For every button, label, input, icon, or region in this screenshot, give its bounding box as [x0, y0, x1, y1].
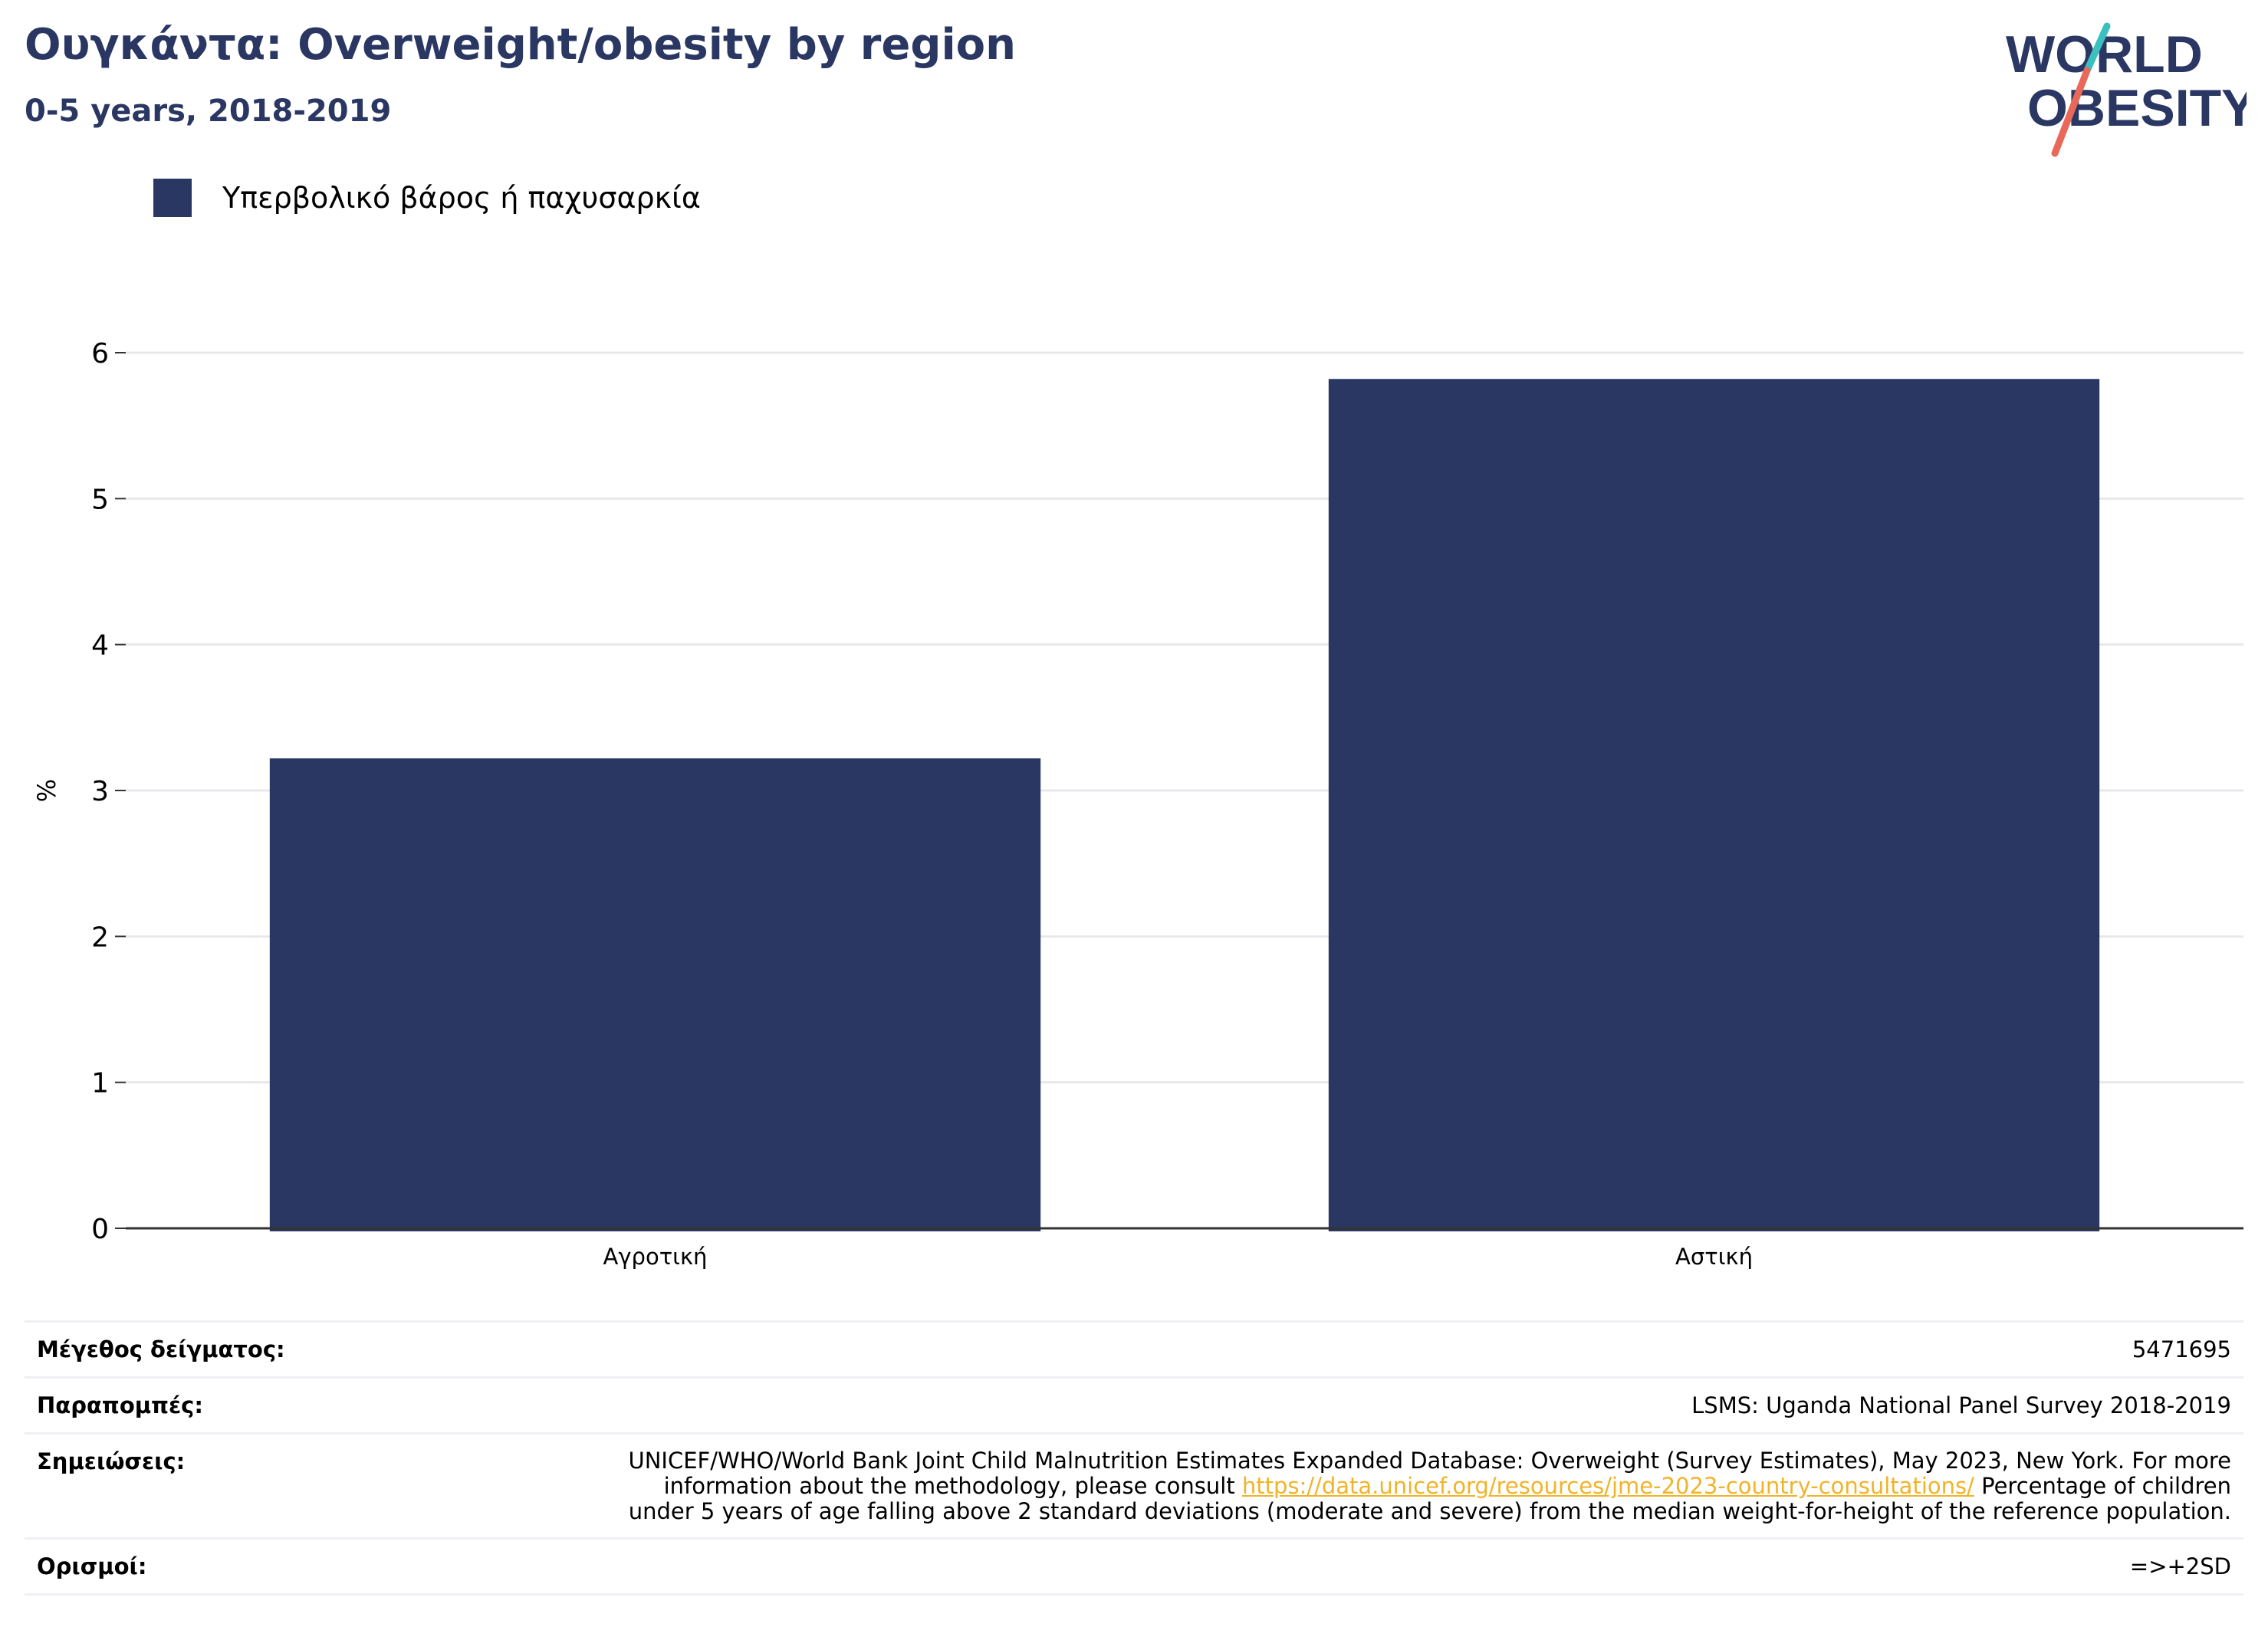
definitions-row: Ορισμοί: =>+2SD: [25, 1537, 2243, 1596]
logo-slash-bottom: [2051, 67, 2091, 157]
bar-chart: 0 1 2 3 4 5 6% Αγροτική Αστική: [32, 338, 2243, 1270]
sample-size-row: Μέγεθος δείγματος: 5471695: [25, 1320, 2243, 1376]
y-tick-label: 2: [91, 922, 109, 953]
logo-text-obesity: OBESITY: [2027, 79, 2247, 137]
notes-row: Σημειώσεις: UNICEF/WHO/World Bank Joint …: [25, 1432, 2243, 1537]
references-label: Παραπομπές:: [37, 1392, 203, 1418]
metadata-table: Μέγεθος δείγματος: 5471695 Παραπομπές: L…: [25, 1320, 2243, 1596]
notes-value: UNICEF/WHO/World Bank Joint Child Malnut…: [621, 1448, 2231, 1523]
chart-subtitle: 0-5 years, 2018-2019: [25, 94, 392, 129]
methodology-link[interactable]: https://data.unicef.org/resources/jme-20…: [1241, 1472, 1974, 1499]
chart-title: Ουγκάντα: Overweight/obesity by region: [25, 20, 1017, 70]
chart-legend[interactable]: Υπερβολικό βάρος ή παχυσαρκία: [153, 178, 701, 218]
references-row: Παραπομπές: LSMS: Uganda National Panel …: [25, 1376, 2243, 1432]
references-value: LSMS: Uganda National Panel Survey 2018-…: [1691, 1392, 2231, 1418]
world-obesity-logo: WORLD OBESITY: [2006, 22, 2247, 157]
bar: [269, 758, 1041, 1231]
definitions-value: =>+2SD: [2129, 1553, 2231, 1580]
sample-size-value: 5471695: [2132, 1336, 2231, 1362]
bar: [1328, 379, 2100, 1231]
y-tick-label: 6: [91, 338, 109, 370]
legend-swatch: [153, 179, 192, 217]
x-tick-label: Αγροτική: [603, 1244, 708, 1270]
x-tick-label: Αστική: [1675, 1244, 1753, 1270]
sample-size-label: Μέγεθος δείγματος:: [37, 1336, 285, 1362]
y-tick-label: 4: [91, 630, 109, 662]
y-axis-label: %: [32, 779, 61, 802]
y-tick-label: 5: [91, 484, 109, 515]
legend-label: Υπερβολικό βάρος ή παχυσαρκία: [222, 181, 701, 215]
definitions-label: Ορισμοί:: [37, 1553, 147, 1580]
y-tick-label: 3: [91, 776, 109, 807]
y-tick-label: 1: [91, 1068, 109, 1099]
notes-text-start: UNICEF/WHO/World Bank Joint Child Malnut…: [628, 1448, 2231, 1499]
notes-label: Σημειώσεις:: [37, 1448, 186, 1474]
notes-text-end: Percentage of children under 5 years of …: [628, 1472, 2231, 1524]
y-tick-label: 0: [91, 1214, 109, 1245]
logo-slash-top: [2083, 22, 2111, 74]
